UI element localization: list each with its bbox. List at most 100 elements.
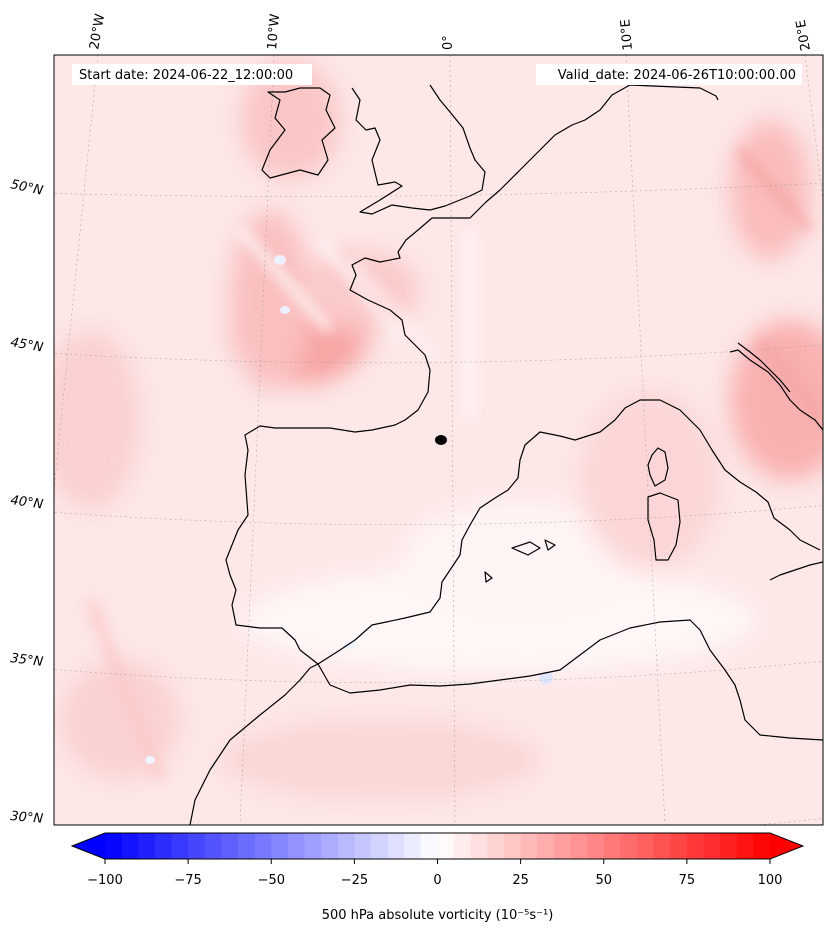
- negative-vorticity-spots: [145, 255, 553, 764]
- lon-label-20w: 20°W: [87, 13, 108, 51]
- meridian-10w: [239, 55, 275, 825]
- colorbar-segment: [753, 833, 771, 859]
- latitude-labels: 50°N 45°N 40°N 35°N 30°N: [9, 177, 44, 827]
- colorbar-segment: [138, 833, 156, 859]
- colorbar-segment: [587, 833, 605, 859]
- meridian-10e: [625, 55, 666, 825]
- colorbar-segment: [371, 833, 389, 859]
- lat-label-45n: 45°N: [9, 335, 44, 356]
- lat-label-35n: 35°N: [10, 651, 45, 670]
- coast-med-europe: [317, 399, 821, 665]
- colorbar-segment: [304, 833, 322, 859]
- coast-sicily: [769, 561, 823, 581]
- colorbar-segment: [271, 833, 289, 859]
- parallel-35n: [54, 660, 823, 684]
- coast-istria: [737, 342, 791, 393]
- colorbar-segment: [221, 833, 239, 859]
- graticule: [54, 55, 823, 825]
- lon-label-10w: 10°W: [265, 13, 283, 50]
- colorbar-segment: [553, 833, 572, 859]
- colorbar-ticks: [104, 859, 771, 864]
- colorbar-segment: [321, 833, 339, 859]
- lat-label-50n: 50°N: [9, 177, 44, 199]
- colorbar-segment: [720, 833, 738, 859]
- colorbar-extend-high: [770, 833, 803, 859]
- coast-ireland: [261, 87, 336, 179]
- colorbar-segment: [204, 833, 222, 859]
- colorbar-segment: [520, 833, 538, 859]
- coast-north-africa: [189, 619, 823, 825]
- colorbar-segment: [736, 833, 754, 859]
- lat-label-40n: 40°N: [9, 493, 44, 512]
- colorbar-segment: [437, 833, 455, 859]
- coast-great-britain: [351, 84, 486, 215]
- colorbar-segment: [254, 833, 272, 859]
- lon-label-0: 0°: [441, 35, 456, 50]
- vorticity-field-streaks: [83, 146, 823, 783]
- coast-continent-north: [432, 84, 719, 219]
- parallel-50n: [54, 182, 823, 197]
- colorbar-segment: [603, 833, 621, 859]
- colorbar-segment: [703, 833, 721, 859]
- start-date-label: Start date: 2024-06-22_12:00:00: [79, 68, 293, 83]
- colorbar-tick-label: 50: [596, 873, 613, 888]
- colorbar-tick-label: 25: [512, 873, 529, 888]
- coast-balearics: [484, 539, 556, 583]
- coast-corsica: [647, 447, 669, 487]
- colorbar: −100 −75 −50 −25 0 25 50 75 100 500 hPa …: [70, 832, 805, 923]
- colorbar-tick-label: 0: [433, 873, 441, 888]
- coast-france-spain-med: [225, 217, 433, 665]
- map-frame: [53, 54, 824, 826]
- start-date-box: [72, 64, 312, 85]
- colorbar-segment: [404, 833, 422, 859]
- colorbar-segment: [337, 833, 355, 859]
- lon-label-10e: 10°E: [618, 19, 636, 51]
- colorbar-segment: [487, 833, 505, 859]
- colorbar-tick-label: −100: [87, 873, 123, 888]
- coast-sardinia: [647, 492, 681, 561]
- colorbar-segment: [287, 833, 306, 859]
- colorbar-segment: [670, 833, 688, 859]
- colorbar-segment: [653, 833, 671, 859]
- colorbar-segment: [504, 833, 522, 859]
- colorbar-segment: [105, 833, 123, 859]
- colorbar-tick-label: −25: [341, 873, 368, 888]
- colorbar-tick-labels: −100 −75 −50 −25 0 25 50 75 100: [87, 873, 782, 888]
- colorbar-segment: [121, 833, 139, 859]
- parallel-40n: [54, 505, 823, 525]
- coastlines: [189, 84, 823, 825]
- colorbar-segment: [387, 833, 405, 859]
- valid-date-label: Valid_date: 2024-06-26T10:00:00.00: [558, 68, 796, 83]
- meridian-0: [449, 55, 456, 825]
- colorbar-segment: [154, 833, 173, 859]
- colorbar-segment: [537, 833, 555, 859]
- colorbar-tick-label: −75: [174, 873, 201, 888]
- colorbar-segment: [570, 833, 588, 859]
- colorbar-segments: [105, 833, 771, 859]
- colorbar-segment: [171, 833, 189, 859]
- colorbar-segment: [620, 833, 638, 859]
- longitude-labels: 20°W 10°W 0° 10°E 20°E: [87, 13, 814, 52]
- valid-date-box: [536, 64, 802, 85]
- parallel-45n: [54, 344, 823, 364]
- colorbar-extend-low: [72, 833, 105, 859]
- colorbar-segment: [470, 833, 488, 859]
- colorbar-segment: [188, 833, 206, 859]
- colorbar-title: 500 hPa absolute vorticity (10⁻⁵s⁻¹): [322, 908, 554, 923]
- meridian-20w: [54, 55, 99, 493]
- lat-label-30n: 30°N: [10, 809, 44, 827]
- colorbar-segment: [354, 833, 372, 859]
- colorbar-tick-label: 100: [758, 873, 783, 888]
- colorbar-segment: [238, 833, 256, 859]
- colorbar-segment: [637, 833, 655, 859]
- coast-italy-adriatic: [729, 349, 823, 431]
- lon-label-20e: 20°E: [794, 19, 814, 52]
- colorbar-tick-label: 75: [679, 873, 696, 888]
- colorbar-segment: [686, 833, 705, 859]
- colorbar-tick-label: −50: [258, 873, 285, 888]
- map-marker-dot: [435, 435, 447, 445]
- colorbar-segment: [454, 833, 472, 859]
- colorbar-segment: [420, 833, 439, 859]
- map-panel: [54, 55, 823, 825]
